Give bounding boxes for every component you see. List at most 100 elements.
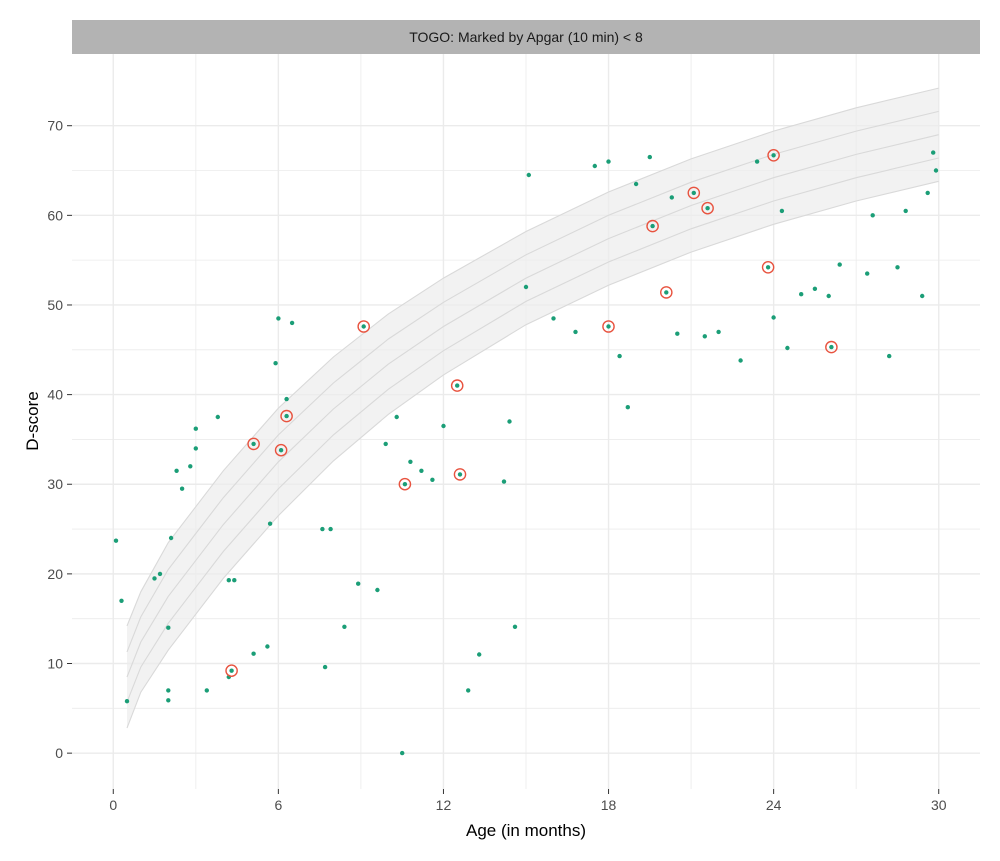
marked-point-ring bbox=[450, 379, 464, 392]
data-point bbox=[157, 571, 163, 577]
data-point bbox=[647, 154, 652, 160]
marked-point-ring bbox=[761, 260, 775, 274]
y-tick-label: 30 bbox=[47, 476, 63, 492]
data-point bbox=[152, 576, 157, 581]
data-point bbox=[887, 353, 892, 359]
x-tick-label: 0 bbox=[109, 797, 117, 813]
marked-point-ring bbox=[825, 340, 838, 354]
data-point bbox=[702, 334, 707, 339]
data-point bbox=[232, 578, 237, 583]
data-point bbox=[920, 293, 925, 299]
data-point bbox=[276, 316, 281, 321]
minor-gridlines bbox=[72, 54, 980, 789]
data-point bbox=[771, 315, 776, 320]
data-point bbox=[320, 526, 325, 532]
y-tick-label: 50 bbox=[47, 297, 63, 313]
data-point bbox=[738, 358, 743, 363]
data-point bbox=[322, 664, 328, 670]
data-point bbox=[193, 426, 198, 431]
data-point-marked bbox=[278, 448, 284, 453]
data-point-marked bbox=[771, 153, 776, 158]
data-point bbox=[265, 644, 270, 649]
data-point bbox=[430, 477, 435, 482]
x-tick-label: 30 bbox=[931, 797, 947, 813]
data-point bbox=[113, 538, 119, 543]
data-point-marked bbox=[691, 190, 696, 196]
data-point bbox=[273, 361, 278, 366]
data-points bbox=[113, 150, 939, 756]
data-point bbox=[870, 213, 875, 218]
data-point bbox=[168, 535, 174, 541]
data-point bbox=[166, 625, 171, 630]
data-point bbox=[895, 265, 900, 270]
facet-strip bbox=[72, 20, 980, 54]
data-point bbox=[754, 159, 760, 164]
data-point bbox=[119, 598, 124, 603]
y-tick-label: 0 bbox=[55, 745, 63, 761]
data-point bbox=[419, 468, 424, 473]
y-tick-label: 10 bbox=[47, 656, 63, 672]
data-point bbox=[375, 587, 380, 593]
data-point-marked bbox=[402, 482, 408, 487]
data-point-marked bbox=[284, 413, 289, 419]
data-point bbox=[826, 293, 831, 299]
data-point-marked bbox=[664, 290, 669, 295]
y-axis-title: D-score bbox=[23, 391, 42, 451]
data-point bbox=[837, 262, 842, 267]
y-axis: 0 10 20 30 40 50 60 70 bbox=[47, 118, 72, 761]
marked-point-ring bbox=[767, 148, 780, 162]
marked-point-ring bbox=[280, 409, 293, 423]
data-point bbox=[179, 486, 185, 491]
data-point bbox=[507, 419, 512, 424]
x-tick-label: 24 bbox=[766, 797, 782, 813]
data-point-marked bbox=[361, 324, 366, 329]
data-point bbox=[166, 698, 171, 703]
marked-point-ring bbox=[357, 320, 371, 333]
y-tick-label: 20 bbox=[47, 566, 63, 582]
reference-band bbox=[126, 87, 939, 729]
data-point bbox=[477, 652, 482, 657]
data-point bbox=[592, 163, 597, 169]
reference-curve-3 bbox=[126, 134, 939, 678]
marked-point-ring bbox=[247, 437, 260, 451]
data-point bbox=[523, 284, 529, 290]
data-point bbox=[865, 271, 870, 276]
reference-curve-4 bbox=[126, 157, 939, 703]
marked-point-ring bbox=[398, 477, 412, 491]
data-point bbox=[925, 190, 930, 196]
data-point bbox=[785, 345, 790, 351]
data-point bbox=[466, 688, 471, 693]
data-point bbox=[573, 329, 578, 335]
data-point bbox=[251, 651, 256, 656]
data-point bbox=[215, 414, 220, 420]
data-point bbox=[124, 699, 130, 704]
data-point bbox=[779, 208, 785, 214]
data-point bbox=[512, 624, 518, 629]
x-tick-label: 12 bbox=[436, 797, 452, 813]
data-point bbox=[408, 459, 413, 464]
data-point bbox=[267, 521, 273, 526]
data-point bbox=[669, 195, 674, 200]
data-point bbox=[903, 208, 908, 214]
y-tick-label: 60 bbox=[47, 207, 63, 223]
x-tick-label: 18 bbox=[601, 797, 617, 813]
data-point bbox=[174, 468, 179, 473]
data-point-marked bbox=[765, 265, 771, 270]
y-tick-label: 70 bbox=[47, 118, 63, 134]
x-axis-title: Age (in months) bbox=[466, 821, 586, 840]
data-point bbox=[551, 316, 556, 321]
data-point bbox=[204, 688, 209, 693]
data-point bbox=[342, 624, 347, 629]
data-point bbox=[383, 441, 388, 447]
data-point bbox=[933, 168, 939, 173]
data-point bbox=[931, 150, 936, 155]
marked-point-ring bbox=[225, 664, 238, 678]
data-point-marked bbox=[229, 668, 234, 673]
reference-curve-2 bbox=[126, 110, 939, 653]
data-point bbox=[193, 446, 198, 451]
marked-point-ring bbox=[660, 286, 673, 299]
data-point bbox=[166, 688, 171, 693]
data-point bbox=[526, 172, 531, 178]
data-point bbox=[441, 423, 446, 429]
